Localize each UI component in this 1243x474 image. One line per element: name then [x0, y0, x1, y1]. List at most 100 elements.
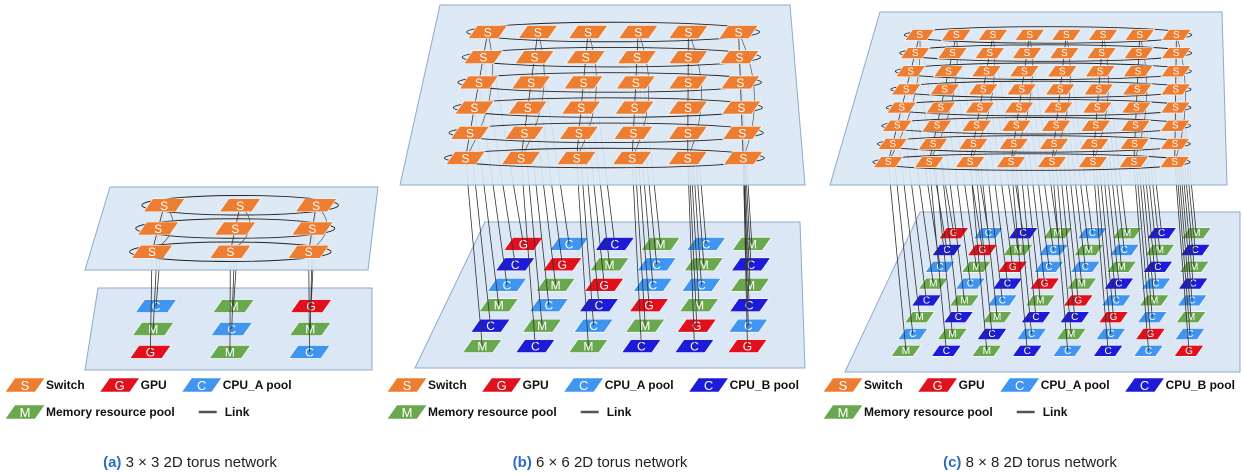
- tile-label: S: [937, 103, 944, 114]
- tile-label: S: [1136, 30, 1143, 41]
- tile-label: S: [1097, 66, 1104, 77]
- tile-label: S: [308, 222, 316, 236]
- tile-label: S: [579, 76, 587, 90]
- tile-label: M: [1085, 245, 1093, 256]
- tile-label: M: [551, 278, 561, 292]
- tile-label: S: [967, 157, 974, 168]
- legend-icon: C: [1000, 378, 1040, 393]
- tile-label: S: [898, 103, 905, 114]
- tile-label: S: [582, 51, 590, 65]
- tile-label: S: [1010, 139, 1017, 150]
- tile-label: S: [633, 51, 641, 65]
- tile-label: S: [885, 157, 892, 168]
- tile-label: S: [684, 126, 692, 140]
- tile-label: C: [197, 378, 206, 393]
- legend-icon: C: [564, 378, 604, 393]
- legend-label: GPU: [959, 378, 985, 392]
- tile-label: C: [1050, 245, 1057, 256]
- tile-label: S: [894, 121, 901, 132]
- legend-icon: C: [689, 378, 729, 393]
- tile-label: S: [949, 48, 956, 59]
- tile-label: C: [704, 378, 713, 393]
- tile-label: C: [1089, 228, 1096, 239]
- tile-label: S: [1092, 121, 1099, 132]
- tile-label: S: [738, 126, 746, 140]
- tile-label: G: [1074, 295, 1082, 306]
- tile-label: C: [511, 258, 520, 272]
- tile-label: G: [600, 278, 609, 292]
- legend-icon: S: [5, 378, 45, 393]
- tile-label: S: [517, 152, 525, 166]
- tile-label: C: [503, 278, 512, 292]
- tile-label: G: [979, 245, 987, 256]
- tile-label: S: [1095, 84, 1102, 95]
- tile-label: C: [610, 237, 619, 251]
- legend-label: Switch: [428, 378, 467, 392]
- tile-label: S: [953, 30, 960, 41]
- tile-label: M: [494, 299, 504, 313]
- tile-label: M: [929, 279, 937, 290]
- tile-label: S: [628, 152, 636, 166]
- tile-label: S: [236, 199, 244, 213]
- legend-icon: G: [482, 378, 522, 393]
- tile-label: S: [470, 101, 478, 115]
- tile-label: S: [1055, 103, 1062, 114]
- tile-label: S: [839, 378, 848, 393]
- tile-label: S: [403, 378, 412, 393]
- legend-label: CPU_B pool: [1166, 378, 1235, 392]
- tile-label: S: [1135, 66, 1142, 77]
- tile-label: S: [977, 103, 984, 114]
- tile-label: S: [1024, 48, 1031, 59]
- tile-label: M: [537, 319, 547, 333]
- caption: (b) 6 × 6 2D torus network: [513, 454, 688, 471]
- caption: (c) 8 × 8 2D torus network: [943, 454, 1117, 471]
- tile-label: M: [655, 237, 665, 251]
- tile-label: S: [930, 139, 937, 150]
- tile-label: C: [1015, 378, 1024, 393]
- tile-label: S: [527, 76, 535, 90]
- tile-label: S: [1008, 157, 1015, 168]
- tile-label: S: [632, 76, 640, 90]
- tile-label: S: [520, 126, 528, 140]
- tile-label: S: [912, 48, 919, 59]
- caption: (a) 3 × 3 2D torus network: [103, 454, 277, 471]
- legend-label: CPU_A pool: [223, 378, 292, 392]
- tile-label: S: [945, 66, 952, 77]
- legend-icon: C: [1125, 378, 1165, 393]
- legend-icon: M: [5, 405, 45, 420]
- caption-text: 3 × 3 2D torus network: [126, 454, 278, 471]
- tile-label: S: [907, 66, 914, 77]
- tile-label: C: [652, 258, 661, 272]
- tile-label: S: [21, 378, 30, 393]
- tile-label: C: [531, 340, 540, 354]
- tile-label: S: [973, 121, 980, 132]
- tile-label: S: [573, 152, 581, 166]
- tile-label: C: [589, 319, 598, 333]
- tile-label: G: [519, 237, 528, 251]
- tile-label: S: [1063, 30, 1070, 41]
- tile-label: S: [739, 152, 747, 166]
- tile-label: S: [916, 30, 923, 41]
- tile-label: C: [936, 262, 943, 273]
- legend-icon: G: [100, 378, 140, 393]
- legend-label: Switch: [864, 378, 903, 392]
- tile-label: S: [148, 245, 156, 259]
- tile-label: M: [402, 405, 413, 420]
- tile-label: S: [684, 51, 692, 65]
- tile-label: S: [1172, 121, 1179, 132]
- tile-label: S: [970, 139, 977, 150]
- tile-label: C: [565, 237, 574, 251]
- tile-label: S: [462, 152, 470, 166]
- tile-label: S: [737, 101, 745, 115]
- tile-label: G: [558, 258, 567, 272]
- tile-label: S: [312, 199, 320, 213]
- legend-label: Memory resource pool: [428, 405, 557, 419]
- tile-label: S: [1136, 48, 1143, 59]
- tile-label: S: [986, 48, 993, 59]
- tile-label: C: [1004, 279, 1011, 290]
- tile-label: S: [154, 222, 162, 236]
- legend-icon: M: [387, 405, 427, 420]
- tile-label: C: [1140, 378, 1149, 393]
- legend-icon: M: [823, 405, 863, 420]
- tile-label: S: [889, 139, 896, 150]
